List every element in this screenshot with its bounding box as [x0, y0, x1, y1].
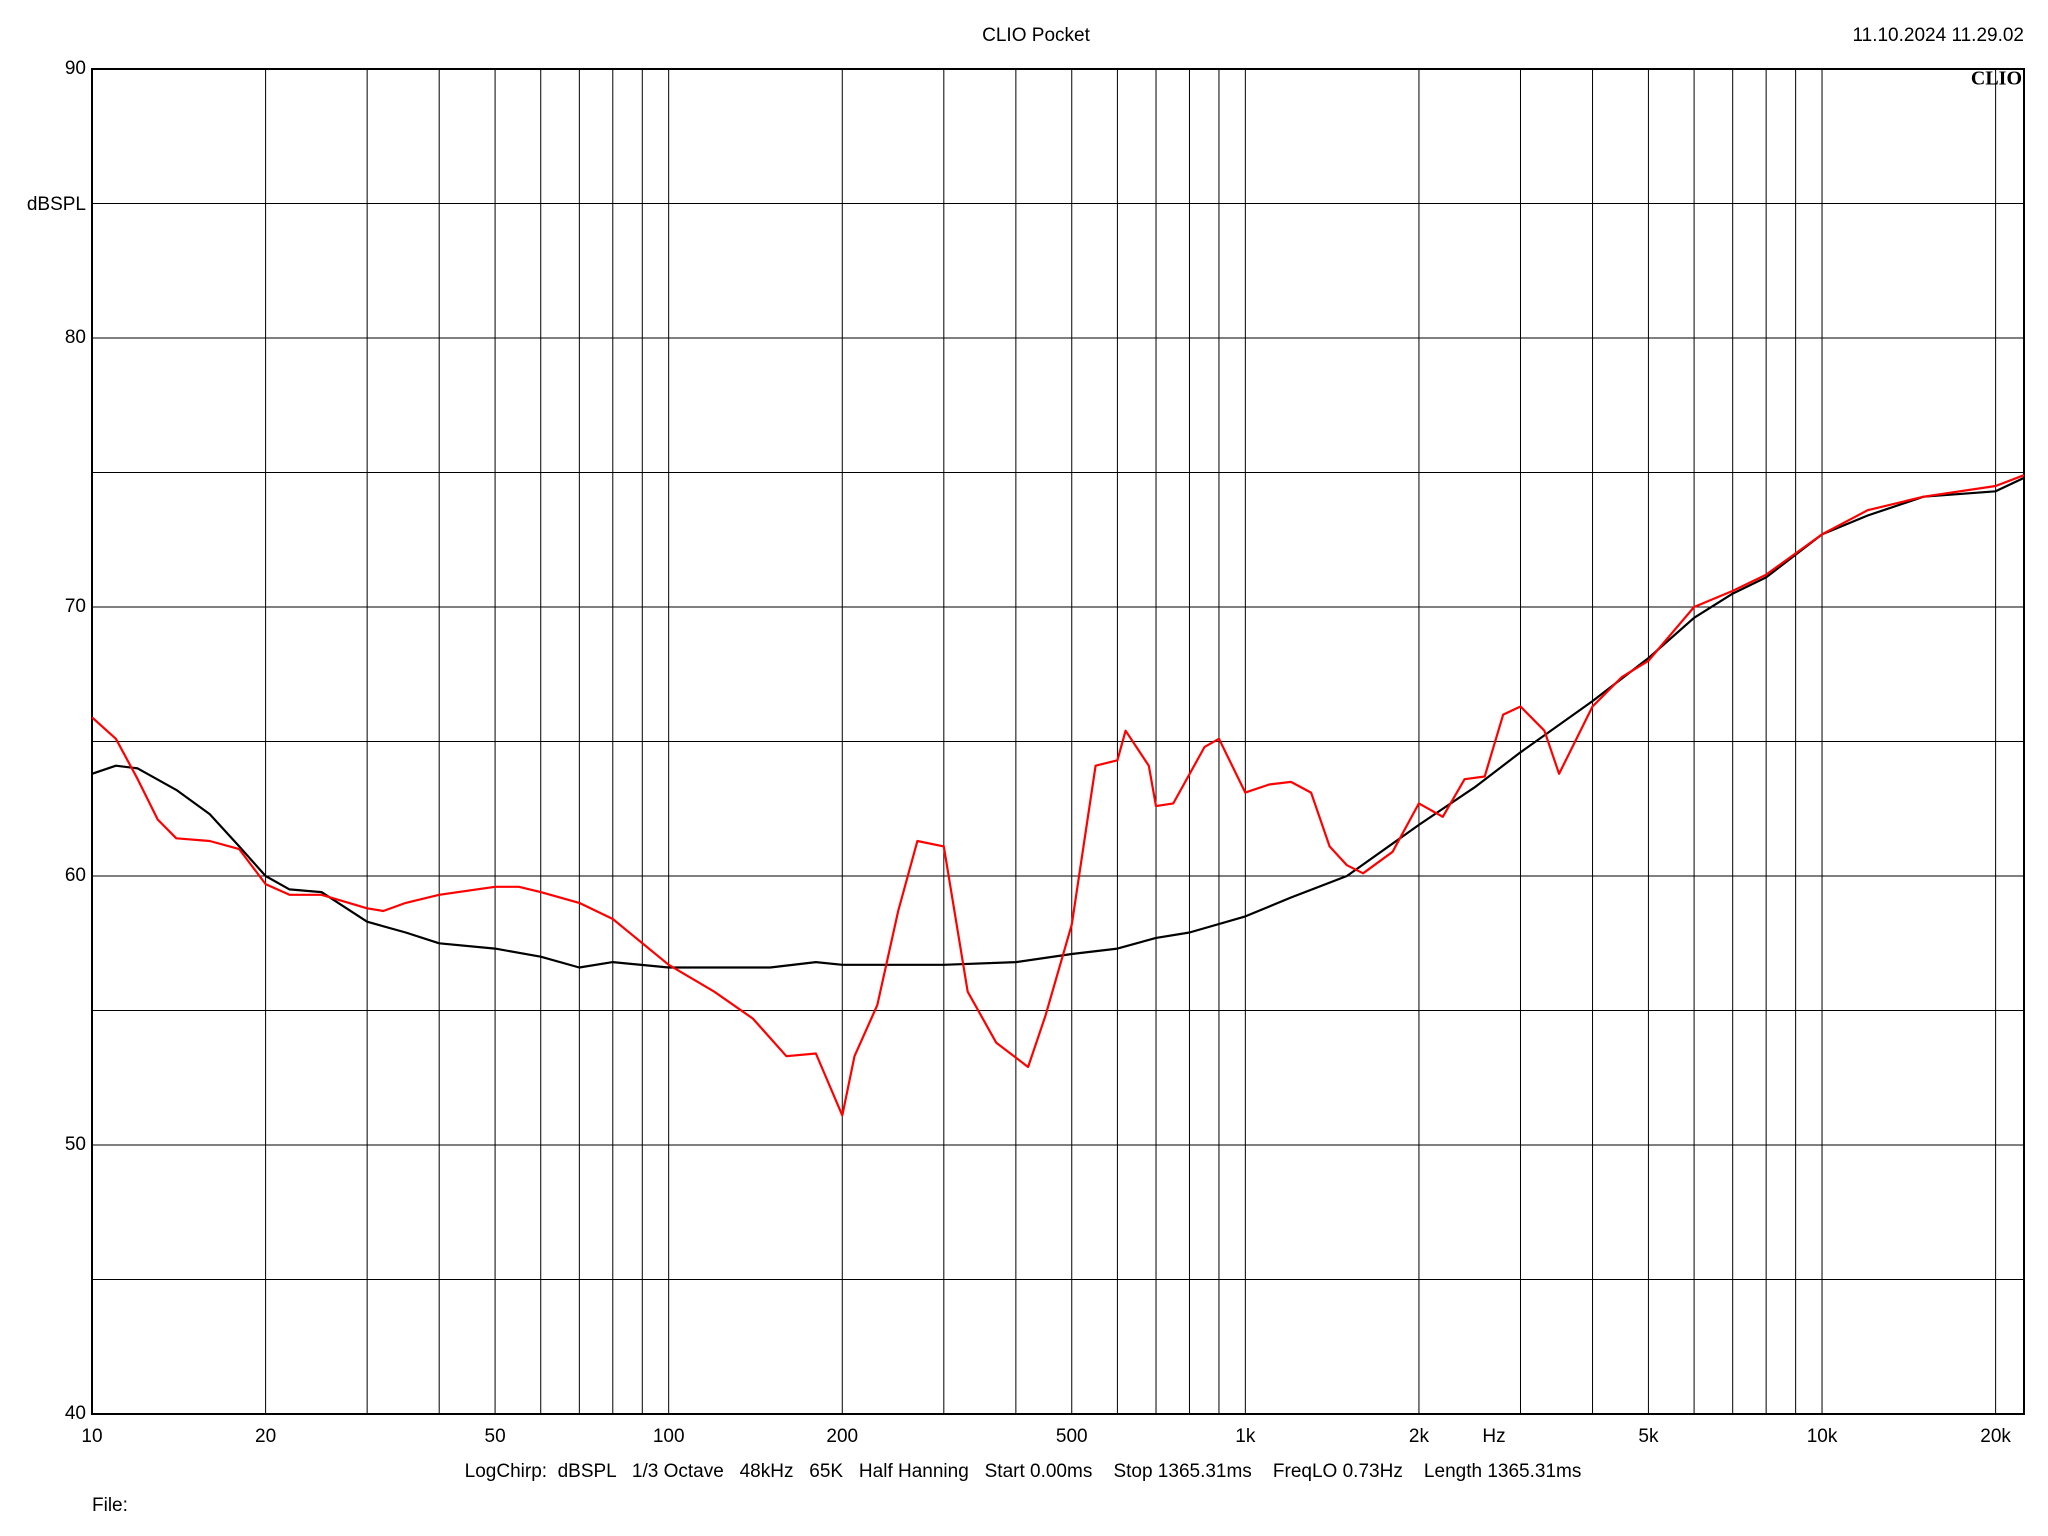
y-tick-label: 60	[65, 865, 86, 886]
y-tick-label: 80	[65, 327, 86, 348]
file-label: File:	[92, 1495, 128, 1516]
chart-title: CLIO Pocket	[982, 25, 1090, 46]
timestamp: 11.10.2024 11.29.02	[1852, 25, 2024, 46]
y-axis-label: dBSPL	[27, 194, 86, 215]
x-tick-label: 10	[81, 1426, 102, 1447]
y-tick-label: 90	[65, 58, 86, 79]
y-tick-label: 70	[65, 596, 86, 617]
plot-frame	[91, 68, 2025, 1415]
x-tick-label: 200	[826, 1426, 858, 1447]
x-tick-label: 10k	[1807, 1426, 1838, 1447]
x-tick-label: 2k	[1409, 1426, 1430, 1447]
x-tick-label: 20k	[1980, 1426, 2011, 1447]
x-tick-label: 500	[1056, 1426, 1088, 1447]
x-axis-label: Hz	[1482, 1426, 1505, 1447]
x-tick-label: 100	[653, 1426, 685, 1447]
x-tick-label: 20	[255, 1426, 276, 1447]
x-tick-label: 50	[485, 1426, 506, 1447]
y-tick-label: 50	[65, 1134, 86, 1155]
series-line	[91, 476, 2025, 969]
x-tick-label: 1k	[1235, 1426, 1256, 1447]
logo: CLIO	[1971, 68, 2022, 90]
y-tick-label: 40	[65, 1403, 86, 1424]
footer: LogChirp: dBSPL 1/3 Octave 48kHz 65K Hal…	[465, 1461, 1582, 1482]
x-tick-label: 5k	[1638, 1426, 1659, 1447]
series-line	[91, 474, 2025, 1117]
